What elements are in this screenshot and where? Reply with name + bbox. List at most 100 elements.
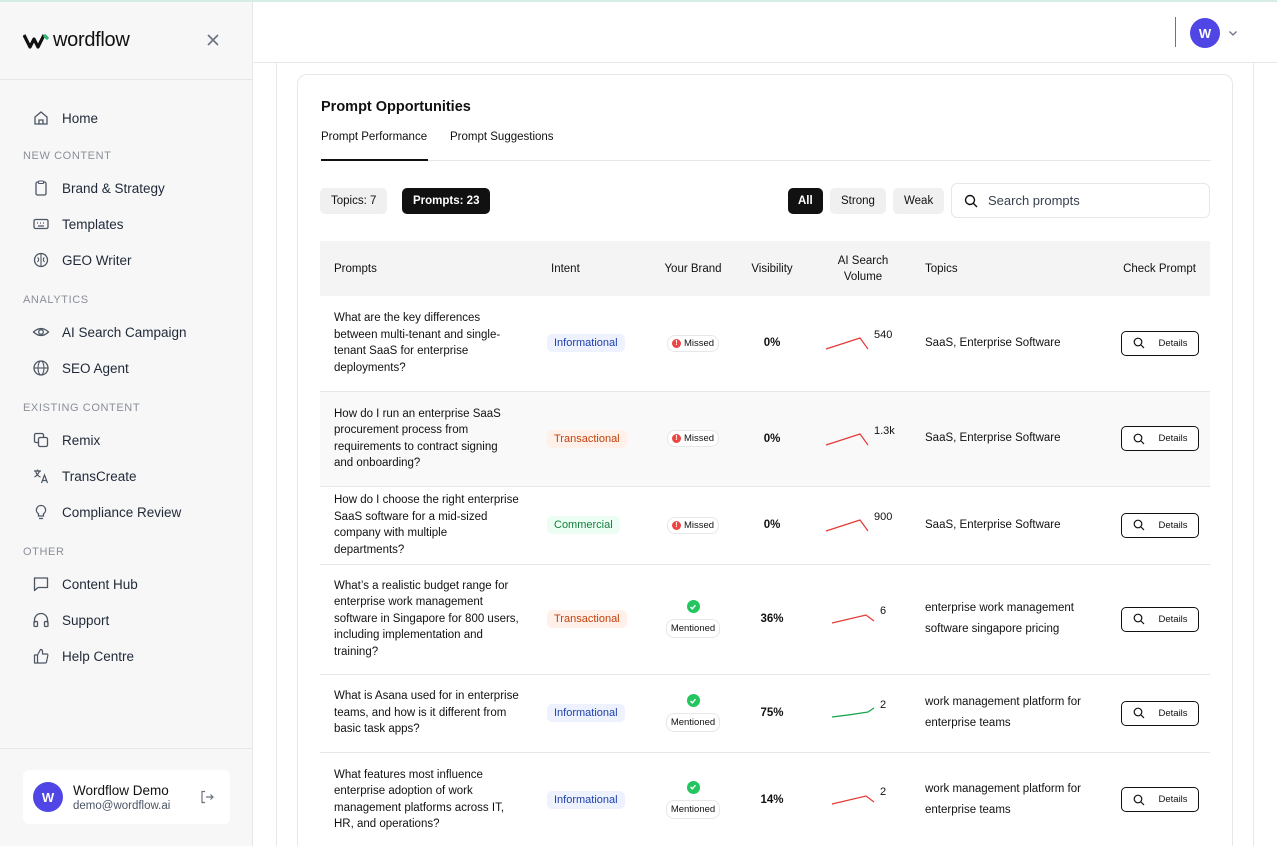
sidebar-nav: Home NEW CONTENT Brand & Strategy Templa… (0, 80, 252, 674)
col-ai-search-volume: AI Search Volume (837, 254, 889, 283)
filter-weak[interactable]: Weak (893, 188, 945, 214)
clipboard-icon (32, 179, 50, 197)
trend-sparkline (831, 707, 875, 718)
topics-value: SaaS, Enterprise Software (925, 432, 1061, 444)
details-label: Details (1158, 337, 1188, 349)
ai-search-volume-cell: 2 (807, 674, 919, 752)
search-icon (1133, 707, 1144, 719)
col-prompts: Prompts (334, 262, 377, 275)
prompt-text: What’s a realistic budget range for ente… (334, 579, 519, 658)
user-info: Wordflow Demo demo@wordflow.ai (73, 783, 170, 812)
intent-badge: Transactional (547, 610, 627, 628)
sidebar-item-templates[interactable]: Templates (0, 206, 252, 242)
prompt-text: What are the key differences between mul… (334, 312, 501, 374)
card-title: Prompt Opportunities (321, 99, 471, 115)
lightbulb-icon (32, 503, 50, 521)
trend-sparkline (825, 337, 869, 350)
details-button[interactable]: Details (1120, 606, 1199, 632)
sidebar-item-brand-strategy[interactable]: Brand & Strategy (0, 170, 252, 206)
sidebar-item-remix[interactable]: Remix (0, 422, 252, 458)
table-header-row: Prompts Intent Your Brand Visibility AI … (320, 241, 1210, 296)
brand-status-label: Mentioned (665, 799, 721, 819)
sidebar-item-label: Compliance Review (62, 504, 182, 520)
search-icon (1133, 337, 1144, 349)
topics-count-chip[interactable]: Topics: 7 (320, 188, 388, 214)
home-icon (32, 109, 50, 127)
sidebar-item-transcreate[interactable]: TransCreate (0, 458, 252, 494)
tab-prompt-suggestions[interactable]: Prompt Suggestions (450, 131, 554, 143)
table-row: How do I choose the right enterprise Saa… (320, 486, 1210, 564)
search-icon (1133, 794, 1144, 805)
search-input[interactable] (988, 193, 1188, 208)
sidebar-item-label: Remix (62, 432, 101, 448)
close-sidebar-icon[interactable] (205, 32, 221, 48)
sidebar-item-ai-search-campaign[interactable]: AI Search Campaign (0, 314, 252, 350)
user-email: demo@wordflow.ai (73, 799, 171, 812)
search-box[interactable] (951, 183, 1210, 218)
details-button[interactable]: Details (1120, 330, 1199, 356)
trend-sparkline (831, 614, 875, 624)
sidebar-item-label: Help Centre (62, 648, 135, 664)
user-card[interactable]: W Wordflow Demo demo@wordflow.ai (23, 770, 230, 824)
sidebar-divider (0, 748, 253, 749)
volume-value: 6 (880, 605, 887, 617)
details-button[interactable]: Details (1120, 700, 1199, 726)
sidebar-item-label: Support (62, 612, 110, 628)
sidebar-item-home[interactable]: Home (0, 100, 252, 136)
user-name: Wordflow Demo (73, 782, 169, 798)
sidebar-item-label: TransCreate (62, 468, 137, 484)
sidebar-item-compliance-review[interactable]: Compliance Review (0, 494, 252, 530)
profile-avatar[interactable]: W (1190, 18, 1220, 48)
details-button[interactable]: Details (1120, 787, 1199, 812)
check-icon (686, 694, 700, 707)
brand-status-label: Missed (683, 433, 715, 444)
visibility-value: 75% (760, 707, 784, 719)
prompts-count-chip[interactable]: Prompts: 23 (402, 188, 491, 214)
tab-prompt-performance[interactable]: Prompt Performance (321, 131, 428, 161)
filter-strong[interactable]: Strong (830, 188, 886, 214)
volume-value: 540 (874, 329, 893, 342)
thumbs-up-icon (32, 647, 50, 665)
filter-all[interactable]: All (788, 188, 823, 214)
translate-icon (32, 467, 50, 485)
tab-bar: Prompt Performance Prompt Suggestions (321, 131, 1211, 161)
topbar-divider (1175, 17, 1176, 47)
sidebar-item-content-hub[interactable]: Content Hub (0, 566, 252, 602)
logout-icon[interactable] (200, 790, 214, 804)
topics-value: SaaS, Enterprise Software (925, 518, 1061, 531)
globe-icon (32, 359, 50, 377)
ai-search-volume-cell: 540 (807, 296, 919, 391)
prompt-text: How do I choose the right enterprise Saa… (334, 494, 519, 556)
details-button[interactable]: Details (1120, 512, 1199, 538)
prompts-table: Prompts Intent Your Brand Visibility AI … (320, 241, 1210, 846)
chevron-down-icon[interactable] (1227, 27, 1239, 39)
details-label: Details (1158, 519, 1188, 531)
col-your-brand: Your Brand (664, 262, 722, 275)
check-icon (686, 780, 700, 794)
table-row: What’s a realistic budget range for ente… (320, 564, 1210, 674)
intent-badge: Commercial (547, 516, 620, 534)
trend-sparkline (825, 519, 869, 532)
trend-sparkline (831, 794, 875, 805)
alert-icon: ! (671, 338, 681, 348)
visibility-value: 14% (760, 793, 784, 806)
sidebar: wordflow Home NEW CONTENT Brand & Strate… (0, 2, 253, 846)
brand-name: wordflow (53, 29, 130, 51)
sidebar-item-label: AI Search Campaign (62, 324, 187, 340)
sidebar-item-seo-agent[interactable]: SEO Agent (0, 350, 252, 386)
alert-icon: ! (671, 520, 681, 530)
col-check-prompt: Check Prompt (1123, 262, 1196, 275)
wordflow-logo-icon (23, 33, 50, 49)
check-icon (686, 600, 700, 613)
volume-value: 900 (874, 511, 893, 523)
intent-badge: Informational (547, 334, 625, 353)
section-new-content: NEW CONTENT (23, 150, 112, 162)
details-button[interactable]: Details (1120, 426, 1199, 451)
search-icon (1133, 433, 1144, 444)
sidebar-item-geo-writer[interactable]: GEO Writer (0, 242, 252, 278)
sidebar-item-help-centre[interactable]: Help Centre (0, 638, 252, 674)
prompt-opportunities-card: Prompt Opportunities Prompt Performance … (297, 74, 1233, 846)
volume-value: 2 (880, 785, 887, 798)
sidebar-item-support[interactable]: Support (0, 602, 252, 638)
